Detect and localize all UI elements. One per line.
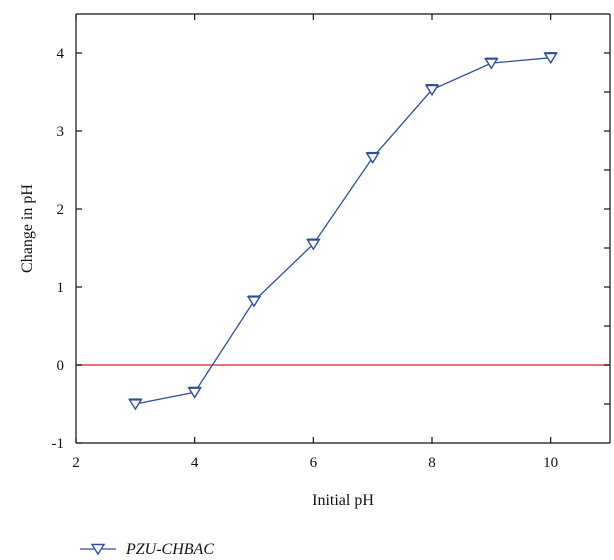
ticks-layer: 2 4 6 8 10 -1 0 1 2 3 4 bbox=[52, 14, 610, 471]
x-tick-label: 8 bbox=[428, 455, 436, 471]
data-point-marker bbox=[484, 57, 499, 70]
legend-marker-icon bbox=[90, 543, 106, 556]
y-tick-label: -1 bbox=[52, 436, 65, 452]
x-tick-label: 6 bbox=[310, 455, 318, 471]
x-tick-label: 4 bbox=[191, 455, 199, 471]
data-point-marker bbox=[128, 398, 143, 411]
series-layer bbox=[128, 52, 558, 411]
data-point-marker bbox=[246, 295, 262, 308]
y-tick-label: 0 bbox=[57, 358, 65, 374]
y-tick-label: 2 bbox=[57, 202, 65, 218]
legend-label: PZU-CHBAC bbox=[125, 541, 214, 558]
series-line bbox=[135, 57, 551, 405]
y-axis-label: Change in pH bbox=[19, 184, 36, 273]
plot-frame bbox=[75, 13, 611, 444]
y-tick-label: 3 bbox=[57, 124, 65, 140]
legend: PZU-CHBAC bbox=[80, 541, 214, 558]
y-tick-label: 1 bbox=[57, 280, 65, 296]
data-point-marker bbox=[424, 84, 440, 97]
x-axis-label: Initial pH bbox=[312, 492, 374, 509]
x-tick-label: 2 bbox=[72, 455, 80, 471]
y-tick-label: 4 bbox=[57, 46, 65, 62]
x-tick-label: 10 bbox=[543, 455, 558, 471]
data-point-marker bbox=[365, 152, 380, 164]
